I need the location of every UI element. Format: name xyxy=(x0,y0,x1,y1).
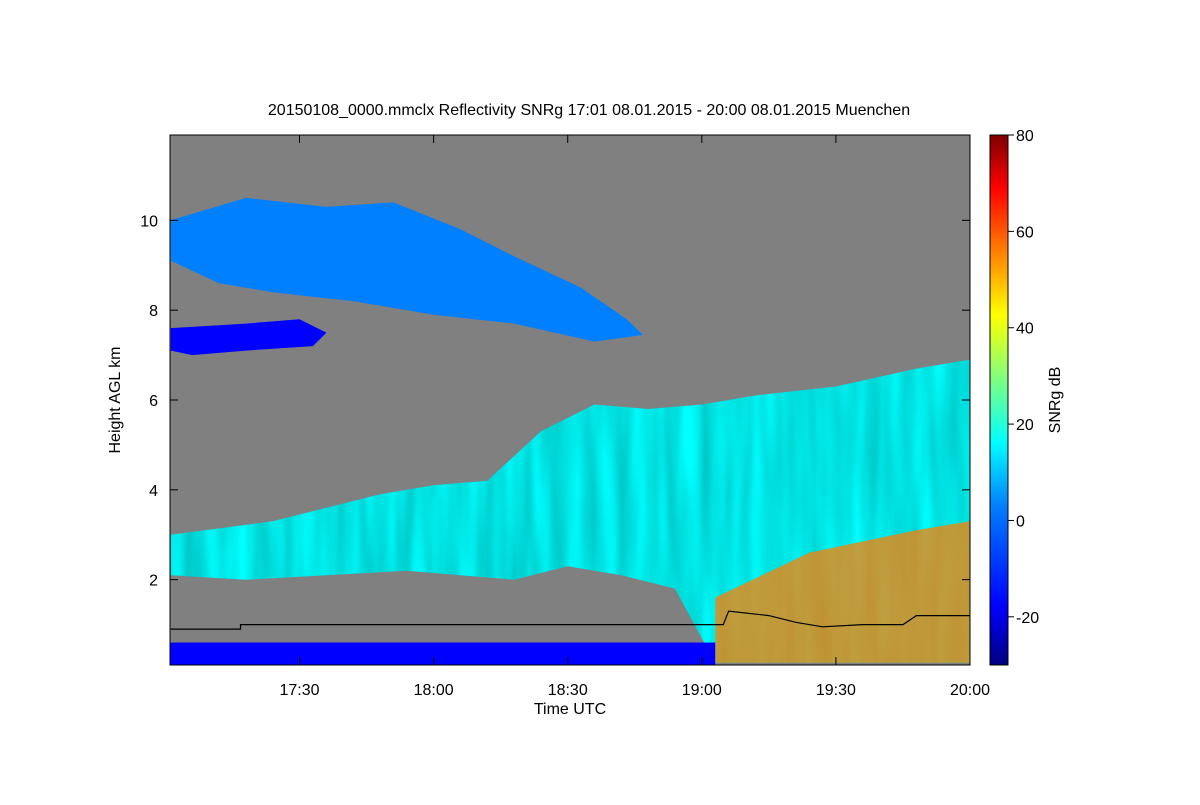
ground-clutter-band xyxy=(170,642,716,665)
x-axis-ticks: 17:30 18:00 18:30 19:00 19:30 20:00 xyxy=(280,135,990,699)
x-axis-label: Time UTC xyxy=(534,701,606,718)
colorbar-tick-label-2: 20 xyxy=(1016,417,1034,434)
x-tick-label-3: 19:00 xyxy=(682,682,722,699)
colorbar-tick-label-0: -20 xyxy=(1016,610,1039,627)
echo-region-0 xyxy=(170,197,643,342)
y-tick-label-1: 4 xyxy=(149,483,158,500)
x-tick-label-0: 17:30 xyxy=(280,682,320,699)
colorbar-ticks: -20 0 20 40 60 80 xyxy=(1008,128,1039,627)
x-tick-label-4: 19:30 xyxy=(816,682,856,699)
colorbar xyxy=(989,134,1009,666)
echo-region-1 xyxy=(170,319,327,356)
x-tick-label-2: 18:30 xyxy=(548,682,588,699)
y-tick-label-0: 2 xyxy=(149,573,158,590)
colorbar-tick-label-5: 80 xyxy=(1016,128,1034,145)
y-tick-label-3: 8 xyxy=(149,303,158,320)
y-axis-ticks: 2 4 6 8 10 xyxy=(140,213,970,590)
y-tick-label-2: 6 xyxy=(149,393,158,410)
line-layer xyxy=(170,610,970,630)
colorbar-tick-label-3: 40 xyxy=(1016,321,1034,338)
x-tick-label-5: 20:00 xyxy=(950,682,990,699)
colorbar-tick-label-1: 0 xyxy=(1016,513,1025,530)
surface-rain xyxy=(715,521,970,663)
colorbar-label: SNRg dB xyxy=(1047,367,1064,434)
chart-title: 20150108_0000.mmclx Reflectivity SNRg 17… xyxy=(268,102,910,119)
colorbar-tick-label-4: 60 xyxy=(1016,224,1034,241)
y-axis-label: Height AGL km xyxy=(107,346,124,453)
echo-layer xyxy=(170,197,970,665)
x-tick-label-1: 18:00 xyxy=(414,682,454,699)
y-tick-label-4: 10 xyxy=(140,213,158,230)
boundary-layer-line xyxy=(170,610,970,630)
